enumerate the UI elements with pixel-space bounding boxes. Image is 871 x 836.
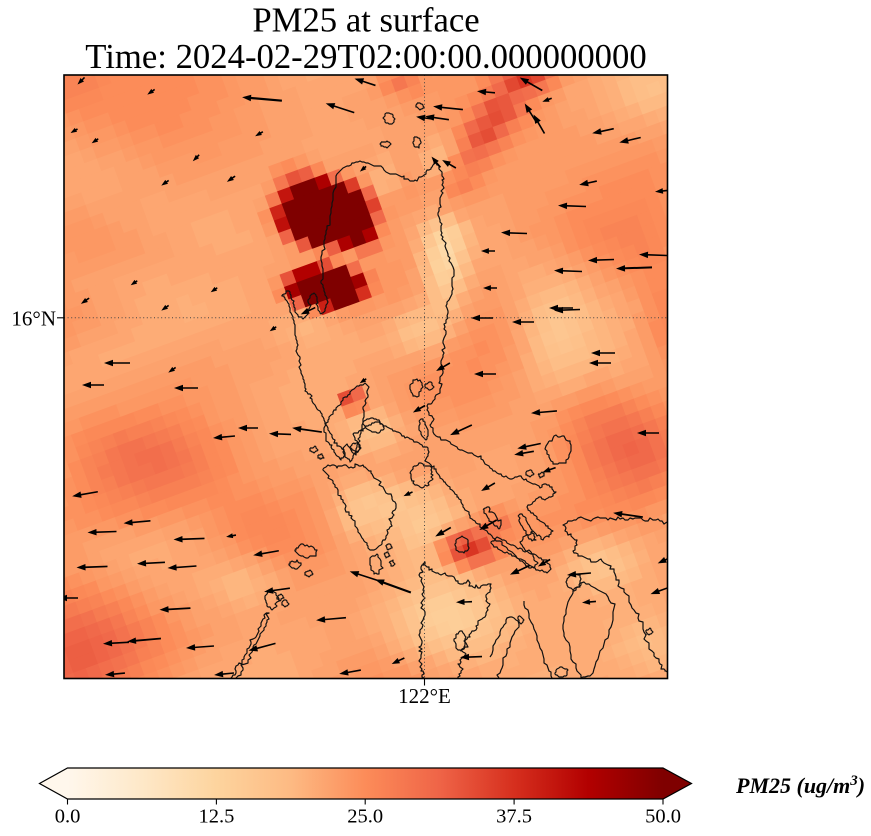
svg-text:16°N: 16°N: [11, 307, 56, 331]
svg-text:Time: 2024-02-29T02:00:00.0000: Time: 2024-02-29T02:00:00.000000000: [85, 37, 646, 76]
svg-text:122°E: 122°E: [398, 684, 451, 708]
svg-text:0.0: 0.0: [55, 806, 81, 828]
svg-text:PM25 at surface: PM25 at surface: [252, 0, 479, 39]
svg-text:50.0: 50.0: [645, 806, 681, 828]
svg-text:12.5: 12.5: [198, 806, 234, 828]
svg-text:25.0: 25.0: [347, 806, 383, 828]
svg-text:37.5: 37.5: [496, 806, 532, 828]
svg-text:PM25 (ug/m3): PM25 (ug/m3): [735, 773, 865, 798]
